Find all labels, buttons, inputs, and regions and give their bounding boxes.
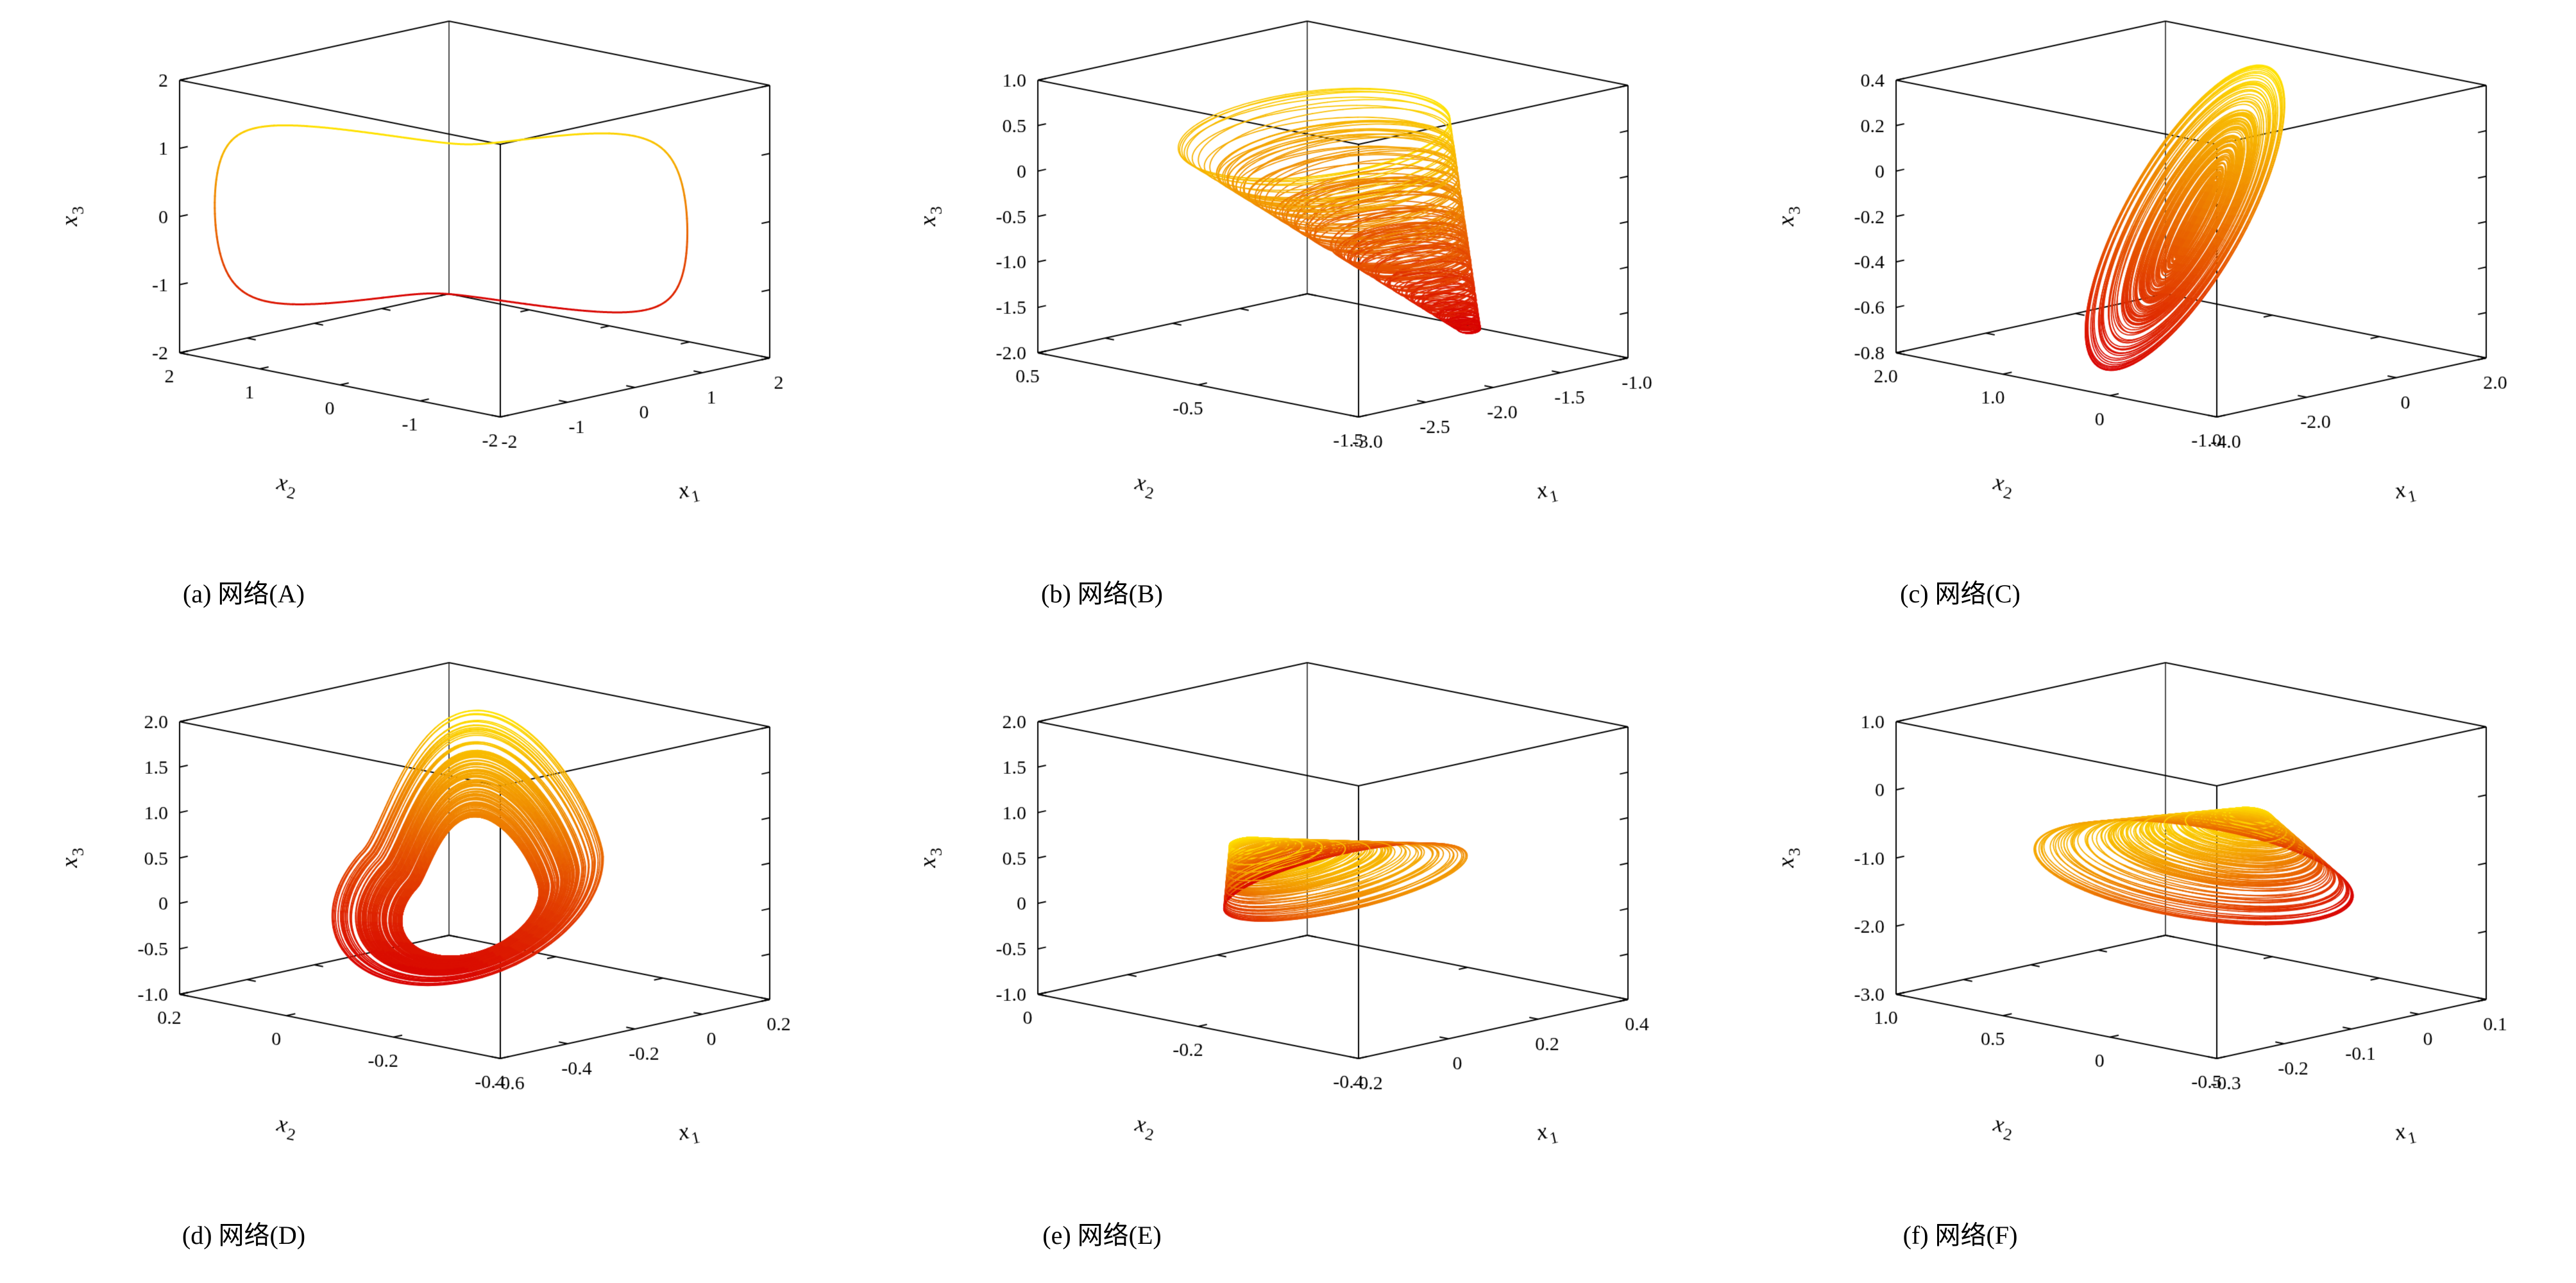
attractor-plot-f [1716,648,2575,1200]
panel-caption-c: (c) 网络(C) [1900,579,2021,608]
panel-caption-f: (f) 网络(F) [1902,1221,2018,1250]
panel-caption-a: (a) 网络(A) [183,579,305,608]
attractor-plot-e [858,648,1716,1200]
panel-e: (e) 网络(E) [858,642,1716,1283]
panel-b: (b) 网络(B) [858,0,1716,642]
attractor-plot-a [0,6,858,558]
attractor-plot-c [1716,6,2575,558]
panel-caption-b: (b) 网络(B) [1041,579,1163,608]
panel-d: (d) 网络(D) [0,642,858,1283]
panel-c: (c) 网络(C) [1716,0,2575,642]
attractor-plot-b [858,6,1716,558]
panel-caption-e: (e) 网络(E) [1042,1221,1162,1250]
panel-a: (a) 网络(A) [0,0,858,642]
panel-f: (f) 网络(F) [1716,642,2575,1283]
panel-caption-d: (d) 网络(D) [182,1221,306,1250]
attractor-plot-d [0,648,858,1200]
